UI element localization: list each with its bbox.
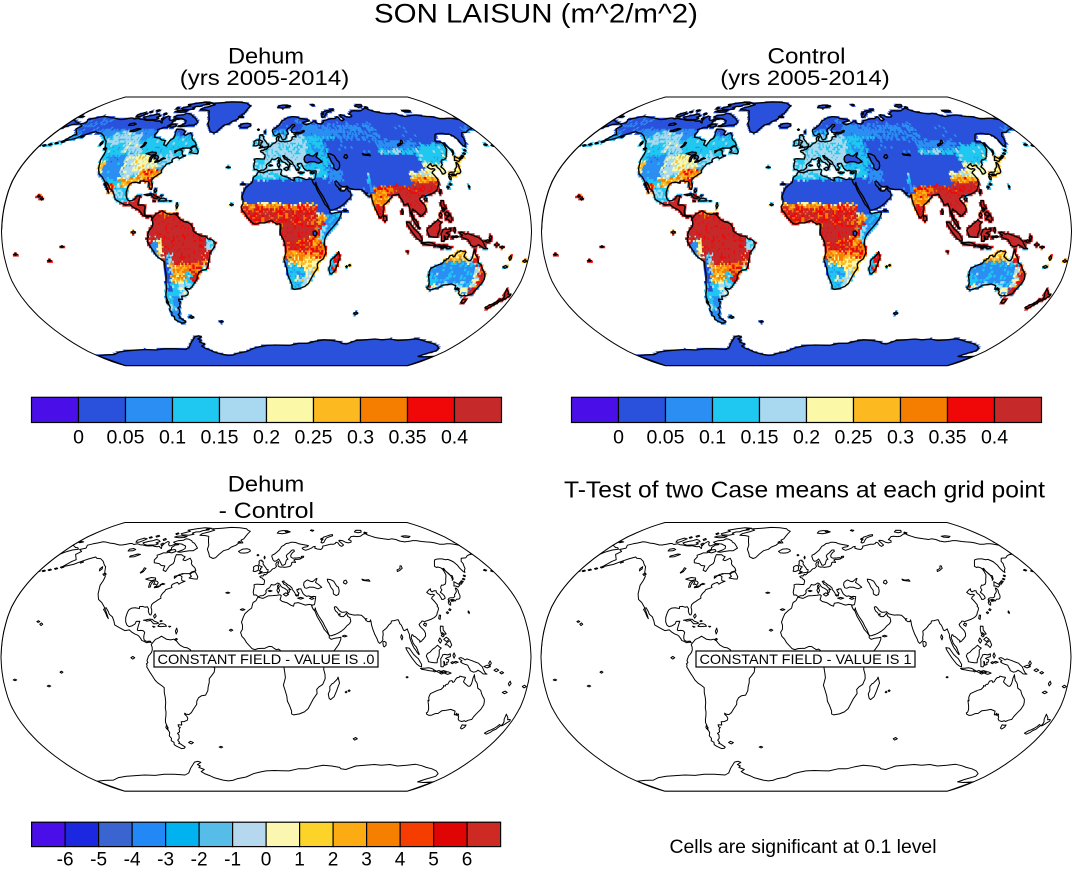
svg-text:- Control: - Control xyxy=(219,498,314,523)
svg-text:-4: -4 xyxy=(124,850,141,869)
svg-text:Control: Control xyxy=(768,44,846,69)
svg-text:0.4: 0.4 xyxy=(981,427,1008,449)
svg-text:-1: -1 xyxy=(224,850,241,869)
svg-text:0.4: 0.4 xyxy=(441,427,468,449)
svg-text:(yrs 2005-2014): (yrs 2005-2014) xyxy=(180,67,350,90)
svg-text:0: 0 xyxy=(261,850,272,869)
svg-text:4: 4 xyxy=(395,850,406,869)
svg-text:0.15: 0.15 xyxy=(741,427,779,449)
svg-text:3: 3 xyxy=(361,850,372,869)
svg-text:0.35: 0.35 xyxy=(929,427,967,449)
svg-text:0.25: 0.25 xyxy=(835,427,873,449)
svg-text:2: 2 xyxy=(328,850,339,869)
svg-text:0.2: 0.2 xyxy=(253,427,280,449)
svg-text:T-Test of two Case means at ea: T-Test of two Case means at each grid po… xyxy=(564,476,1046,502)
svg-text:0.25: 0.25 xyxy=(295,427,333,449)
svg-text:CONSTANT FIELD - VALUE IS 1: CONSTANT FIELD - VALUE IS 1 xyxy=(700,652,912,667)
svg-text:0.15: 0.15 xyxy=(201,427,239,449)
svg-text:0: 0 xyxy=(613,427,624,449)
svg-text:0.3: 0.3 xyxy=(887,427,914,449)
svg-text:0.05: 0.05 xyxy=(647,427,685,449)
svg-text:6: 6 xyxy=(462,850,473,869)
svg-text:-2: -2 xyxy=(191,850,208,869)
svg-text:-5: -5 xyxy=(90,850,107,869)
svg-text:0.05: 0.05 xyxy=(107,427,145,449)
svg-text:0.1: 0.1 xyxy=(159,427,186,449)
svg-text:1: 1 xyxy=(294,850,305,869)
svg-text:5: 5 xyxy=(428,850,439,869)
svg-text:Dehum: Dehum xyxy=(228,44,304,69)
svg-text:0.1: 0.1 xyxy=(699,427,726,449)
svg-text:Dehum: Dehum xyxy=(228,472,304,497)
svg-text:-3: -3 xyxy=(157,850,174,869)
svg-text:Cells are significant at 0.1 l: Cells are significant at 0.1 level xyxy=(670,836,937,858)
svg-text:(yrs 2005-2014): (yrs 2005-2014) xyxy=(720,67,890,90)
svg-text:SON LAISUN (m^2/m^2): SON LAISUN (m^2/m^2) xyxy=(374,0,698,29)
svg-text:0.2: 0.2 xyxy=(793,427,820,449)
svg-text:0.35: 0.35 xyxy=(389,427,427,449)
svg-text:CONSTANT FIELD - VALUE IS .0: CONSTANT FIELD - VALUE IS .0 xyxy=(158,652,375,667)
svg-text:-6: -6 xyxy=(57,850,74,869)
svg-text:0.3: 0.3 xyxy=(347,427,374,449)
svg-text:0: 0 xyxy=(73,427,84,449)
